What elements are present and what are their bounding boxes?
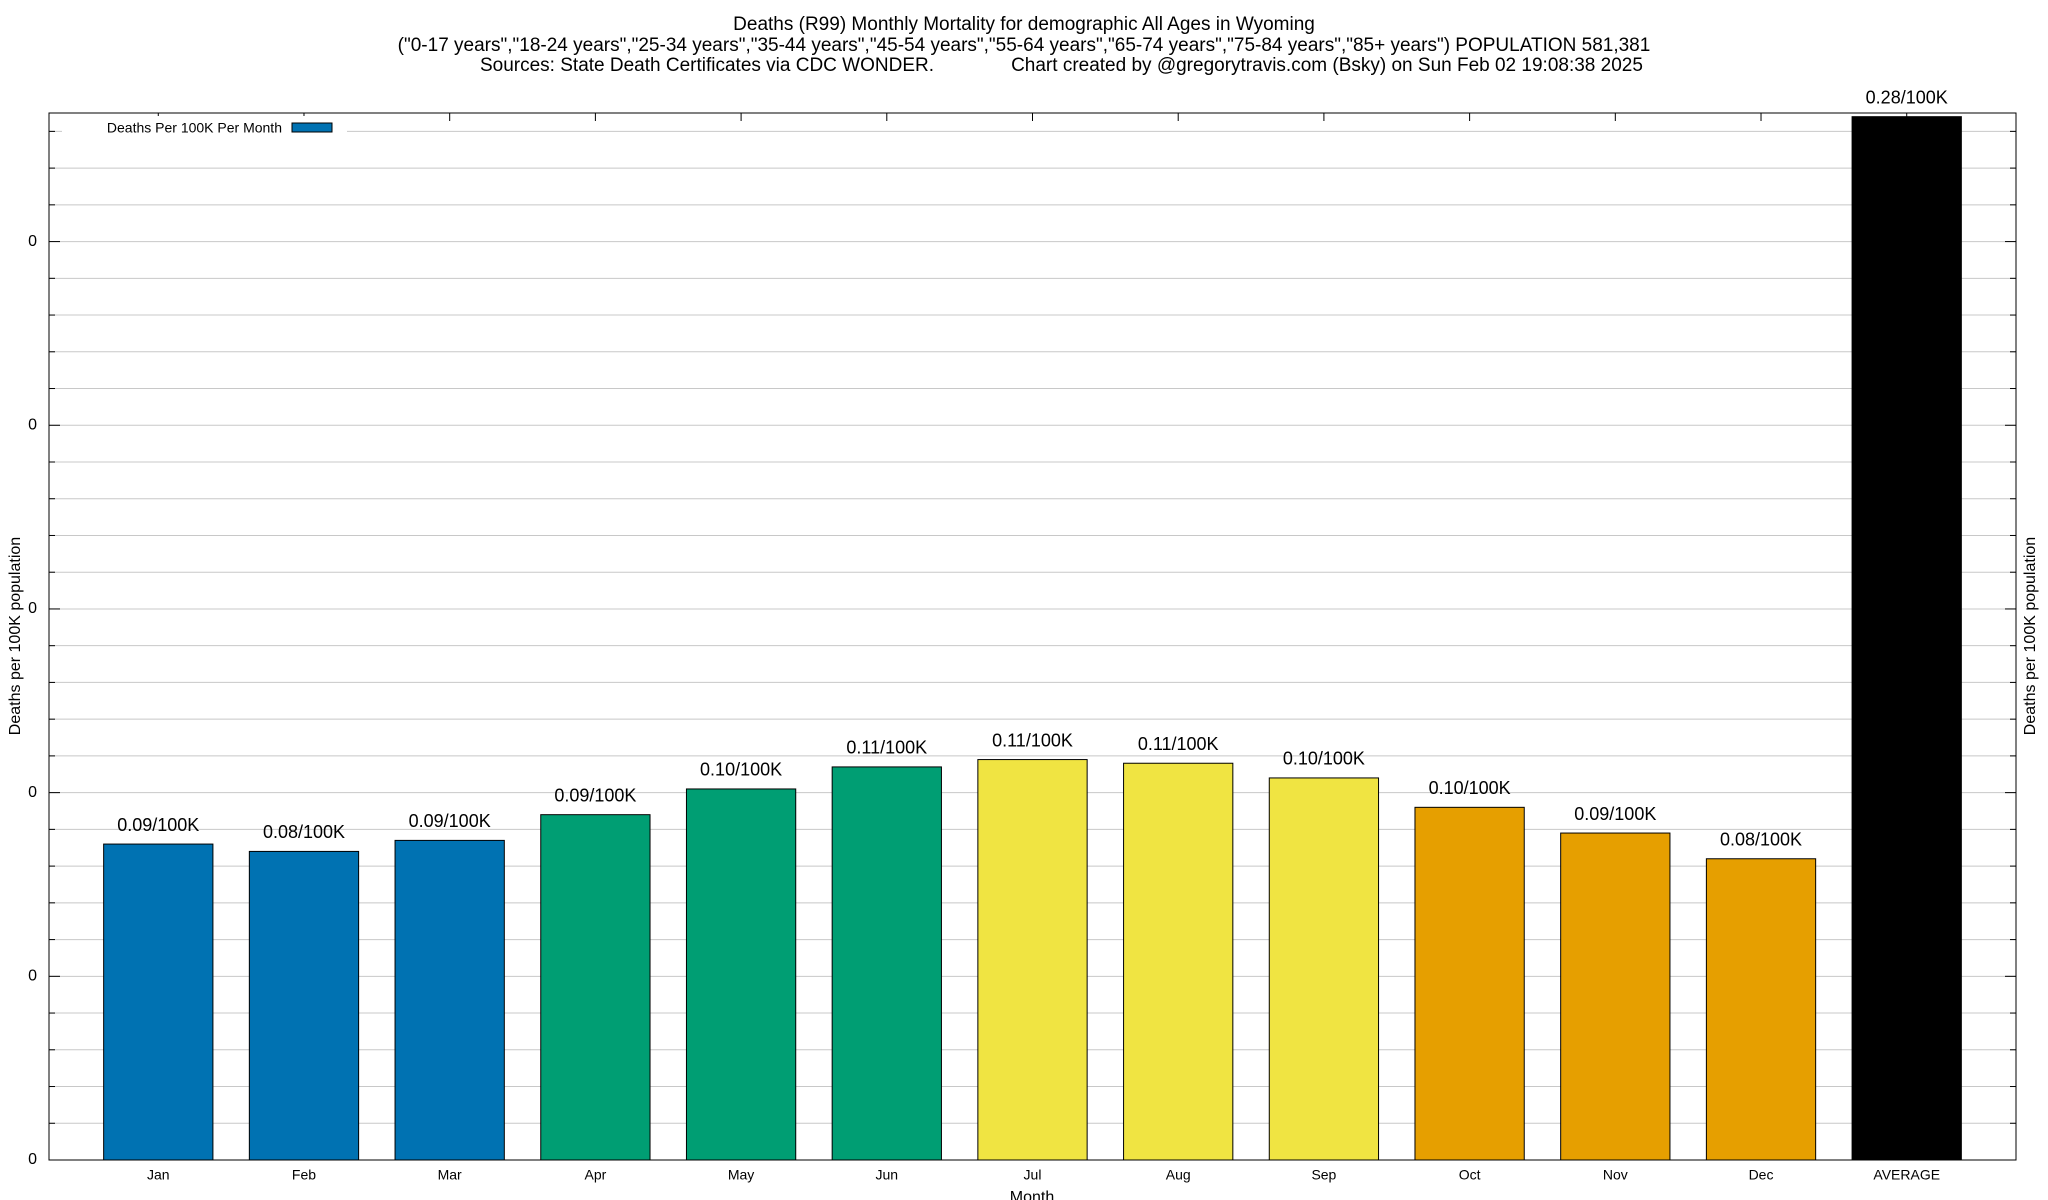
- y-tick-label: 0: [28, 233, 37, 250]
- bar: [1414, 806, 1525, 1161]
- x-tick-label: Apr: [584, 1167, 606, 1183]
- sources: Sources: State Death Certificates via CD…: [480, 55, 934, 76]
- bar: [977, 759, 1088, 1161]
- bar: [1123, 762, 1234, 1161]
- value-label: 0.10/100K: [1429, 778, 1511, 798]
- x-tick-label: Aug: [1166, 1167, 1191, 1183]
- plot-frame: [48, 112, 2017, 1161]
- value-label: 0.09/100K: [117, 815, 199, 835]
- x-tick-label: AVERAGE: [1873, 1167, 1940, 1183]
- y-tick-label: 0: [28, 968, 37, 985]
- value-label: 0.10/100K: [700, 760, 782, 780]
- x-tick-label: Mar: [438, 1167, 462, 1183]
- y-tick-label: 0: [28, 416, 37, 433]
- x-tick-label: Oct: [1459, 1167, 1481, 1183]
- x-tick-label: Jan: [147, 1167, 170, 1183]
- x-tick-label: Sep: [1311, 1167, 1336, 1183]
- x-tick-label: Dec: [1749, 1167, 1774, 1183]
- value-label: 0.09/100K: [409, 811, 491, 831]
- bar: [1705, 858, 1817, 1161]
- bar: [1560, 832, 1671, 1161]
- value-label: 0.09/100K: [1574, 804, 1656, 824]
- bar: [1851, 116, 1962, 1161]
- bar: [103, 843, 214, 1161]
- bar: [831, 766, 942, 1161]
- y-axis-label: Deaths per 100K population: [7, 537, 24, 735]
- chart-title: Deaths (R99) Monthly Mortality for demog…: [733, 14, 1315, 35]
- bar: [1268, 777, 1380, 1161]
- legend-swatch: [291, 122, 333, 133]
- value-label: 0.11/100K: [992, 730, 1073, 750]
- value-label: 0.08/100K: [1720, 830, 1802, 850]
- value-label: 0.10/100K: [1283, 749, 1365, 769]
- x-tick-label: Nov: [1603, 1167, 1628, 1183]
- value-label: 0.11/100K: [846, 738, 927, 758]
- value-label: 0.08/100K: [263, 822, 345, 842]
- x-tick-label: Jul: [1024, 1167, 1042, 1183]
- x-tick-label: Jun: [876, 1167, 899, 1183]
- y-tick-label: 0: [28, 784, 37, 801]
- bar: [685, 788, 797, 1161]
- y-tick-label: 0: [28, 1151, 37, 1168]
- x-axis-label: Month: [1010, 1189, 1054, 1200]
- bar: [540, 814, 651, 1161]
- bar: [248, 850, 360, 1161]
- x-tick-label: May: [728, 1167, 754, 1183]
- value-label: 0.28/100K: [1866, 87, 1948, 107]
- chart-subtitle: ("0-17 years","18-24 years","25-34 years…: [398, 35, 1651, 56]
- legend-label: Deaths Per 100K Per Month: [107, 120, 282, 136]
- x-tick-label: Feb: [292, 1167, 316, 1183]
- y2-axis-label: Deaths per 100K population: [2022, 537, 2039, 735]
- value-label: 0.09/100K: [554, 785, 636, 805]
- y-tick-label: 0: [28, 600, 37, 617]
- value-label: 0.11/100K: [1138, 734, 1219, 754]
- credit: Chart created by @gregorytravis.com (Bsk…: [1011, 55, 1643, 76]
- bar: [394, 839, 505, 1161]
